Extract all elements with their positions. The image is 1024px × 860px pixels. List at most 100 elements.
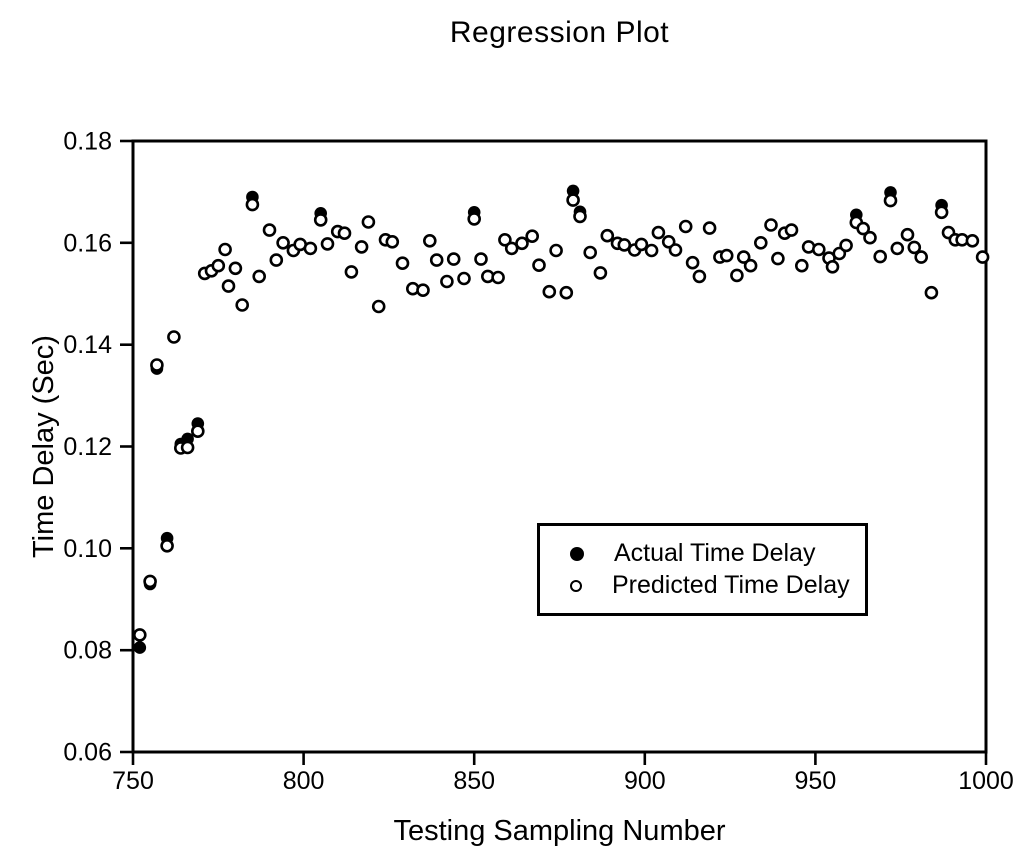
y-tick-label: 0.06 — [63, 739, 112, 767]
predicted-point — [320, 237, 335, 251]
predicted-point — [542, 284, 557, 299]
predicted-point — [395, 256, 410, 271]
predicted-point — [900, 227, 915, 242]
predicted-point — [133, 628, 147, 642]
predicted-point — [422, 234, 437, 248]
x-tick-label: 850 — [453, 767, 495, 795]
predicted-point — [457, 271, 471, 286]
predicted-point — [498, 233, 512, 247]
predicted-point — [736, 250, 751, 264]
predicted-point — [573, 209, 587, 224]
predicted-point — [429, 253, 444, 267]
x-tick-label: 750 — [112, 767, 154, 795]
predicted-point — [211, 258, 226, 273]
predicted-point — [143, 574, 157, 589]
predicted-point — [771, 251, 785, 266]
predicted-point — [446, 252, 461, 266]
filled-circle-icon — [570, 546, 584, 561]
predicted-point — [914, 250, 929, 264]
legend-item-actual: Actual Time Delay — [570, 541, 865, 566]
y-tick-label: 0.08 — [63, 637, 112, 665]
predicted-point — [221, 279, 236, 293]
predicted-point — [593, 266, 608, 280]
predicted-point — [692, 269, 707, 284]
predicted-point — [668, 243, 683, 257]
predicted-point — [515, 236, 529, 251]
predicted-point — [651, 225, 666, 240]
legend: Actual Time Delay Predicted Time Delay — [537, 523, 868, 616]
predicted-point — [549, 243, 563, 258]
predicted-point — [313, 213, 328, 227]
predicted-point — [924, 285, 939, 300]
x-axis-label: Testing Sampling Number — [393, 815, 726, 847]
predicted-point — [467, 212, 482, 226]
predicted-point — [965, 234, 980, 248]
predicted-point — [764, 218, 778, 232]
predicted-point — [890, 241, 905, 256]
predicted-point — [794, 258, 809, 273]
predicted-point — [262, 223, 277, 237]
predicted-point — [702, 221, 717, 235]
predicted-point — [337, 226, 352, 240]
predicted-point — [385, 235, 400, 249]
legend-label-predicted: Predicted Time Delay — [612, 571, 850, 599]
predicted-point — [504, 241, 519, 256]
predicted-point — [743, 258, 758, 273]
x-tick-label: 800 — [283, 767, 325, 795]
predicted-point — [252, 269, 267, 284]
plot-frame — [131, 139, 988, 754]
y-tick-label: 0.14 — [63, 331, 112, 359]
predicted-point — [361, 215, 376, 229]
predicted-point — [180, 440, 195, 455]
predicted-point — [303, 241, 318, 256]
predicted-point — [975, 250, 990, 264]
y-axis-label-wrap: Time Delay (Sec) — [14, 141, 74, 752]
predicted-point — [863, 230, 877, 245]
predicted-point — [873, 249, 888, 264]
y-axis-label: Time Delay (Sec) — [27, 335, 60, 558]
predicted-point — [416, 283, 430, 298]
predicted-point — [934, 205, 949, 220]
predicted-point — [269, 253, 284, 267]
predicted-point — [644, 243, 659, 258]
predicted-point — [371, 299, 386, 314]
predicted-point — [354, 240, 369, 254]
predicted-point — [276, 236, 290, 250]
x-tick-label: 900 — [624, 767, 666, 795]
predicted-point — [839, 238, 853, 253]
x-tick-label: 1000 — [958, 767, 1014, 795]
predicted-point — [617, 238, 632, 252]
actual-point — [566, 184, 580, 198]
predicted-point — [532, 258, 546, 273]
predicted-point — [753, 236, 768, 250]
predicted-point — [491, 270, 505, 285]
predicted-point — [228, 261, 243, 276]
predicted-point — [218, 242, 232, 257]
predicted-point — [634, 237, 649, 252]
predicted-point — [856, 221, 871, 236]
predicted-point — [583, 245, 598, 260]
x-tick-label: 950 — [795, 767, 837, 795]
predicted-point — [811, 242, 826, 257]
open-circle-icon — [570, 579, 582, 592]
predicted-point — [559, 285, 574, 300]
predicted-point — [150, 358, 164, 372]
y-tick-label: 0.18 — [63, 128, 112, 156]
predicted-point — [525, 229, 540, 243]
predicted-point — [566, 193, 580, 207]
predicted-point — [907, 240, 922, 255]
legend-label-actual: Actual Time Delay — [614, 539, 816, 567]
predicted-point — [160, 538, 174, 553]
y-tick-label: 0.16 — [63, 229, 112, 257]
legend-item-predicted: Predicted Time Delay — [570, 573, 865, 598]
predicted-point — [883, 193, 898, 208]
predicted-point — [784, 223, 799, 237]
y-tick-label: 0.10 — [63, 535, 112, 563]
actual-point — [133, 641, 147, 654]
predicted-point — [245, 197, 260, 212]
predicted-point — [719, 248, 734, 263]
predicted-point — [825, 259, 840, 274]
predicted-point — [440, 274, 454, 289]
predicted-point — [474, 252, 488, 266]
